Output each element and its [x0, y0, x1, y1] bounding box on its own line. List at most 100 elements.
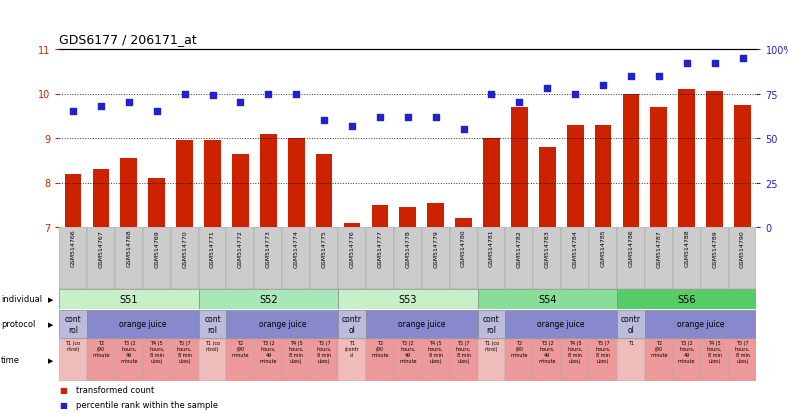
Bar — [316, 154, 333, 228]
Text: GSM514767: GSM514767 — [98, 229, 103, 267]
Text: protocol: protocol — [1, 320, 35, 329]
Text: T3 (2
hours,
49
minute: T3 (2 hours, 49 minute — [538, 340, 556, 363]
Bar — [422, 339, 450, 381]
Bar — [478, 310, 505, 339]
Bar — [338, 310, 366, 339]
Bar — [171, 228, 199, 289]
Bar — [65, 174, 81, 228]
Bar — [199, 290, 338, 309]
Text: GSM514781: GSM514781 — [489, 229, 494, 267]
Bar — [729, 228, 756, 289]
Text: GSM514779: GSM514779 — [433, 229, 438, 267]
Bar — [394, 339, 422, 381]
Bar — [204, 141, 221, 228]
Bar — [226, 228, 255, 289]
Point — [234, 100, 247, 107]
Text: S52: S52 — [259, 294, 277, 304]
Point — [708, 61, 721, 67]
Bar — [282, 339, 310, 381]
Point — [206, 93, 219, 100]
Bar — [310, 228, 338, 289]
Text: time: time — [1, 356, 20, 365]
Text: GSM514776: GSM514776 — [350, 229, 355, 267]
Text: GSM514786: GSM514786 — [629, 229, 634, 267]
Bar — [400, 207, 416, 228]
Text: GDS6177 / 206171_at: GDS6177 / 206171_at — [59, 33, 197, 46]
Text: ■: ■ — [59, 401, 67, 410]
Text: T5 (7
hours,
8 min
utes): T5 (7 hours, 8 min utes) — [456, 340, 471, 363]
Text: GSM514788: GSM514788 — [684, 229, 690, 267]
Text: GSM514766: GSM514766 — [71, 229, 76, 267]
Text: GSM514773: GSM514773 — [266, 229, 271, 267]
Text: cont
rol: cont rol — [65, 315, 81, 334]
Bar — [701, 228, 729, 289]
Bar — [87, 339, 115, 381]
Bar — [59, 310, 87, 339]
Bar — [59, 290, 199, 309]
Text: T5 (7
hours,
8 min
utes): T5 (7 hours, 8 min utes) — [735, 340, 750, 363]
Bar — [422, 228, 450, 289]
Point — [122, 100, 135, 107]
Text: T5 (7
hours,
8 min
utes): T5 (7 hours, 8 min utes) — [596, 340, 611, 363]
Bar — [589, 228, 617, 289]
Bar — [450, 339, 478, 381]
Bar — [673, 339, 701, 381]
Point — [736, 55, 749, 62]
Text: GSM514778: GSM514778 — [405, 229, 411, 267]
Text: percentile rank within the sample: percentile rank within the sample — [76, 401, 218, 410]
Text: T1 (co
ntrol): T1 (co ntrol) — [205, 340, 220, 351]
Text: T4 (5
hours,
8 min
utes): T4 (5 hours, 8 min utes) — [288, 340, 304, 363]
Bar — [533, 339, 561, 381]
Bar — [344, 223, 360, 228]
Bar — [232, 154, 249, 228]
Text: T3 (2
hours,
49
minute: T3 (2 hours, 49 minute — [678, 340, 696, 363]
Bar — [92, 170, 110, 228]
Text: GSM514775: GSM514775 — [322, 229, 326, 267]
Bar — [260, 134, 277, 228]
Text: T4 (5
hours,
8 min
utes): T4 (5 hours, 8 min utes) — [149, 340, 165, 363]
Bar — [645, 310, 756, 339]
Bar — [650, 108, 667, 228]
Bar — [734, 105, 751, 228]
Bar — [371, 205, 388, 228]
Bar — [59, 228, 87, 289]
Text: S51: S51 — [120, 294, 138, 304]
Text: GSM514770: GSM514770 — [182, 229, 187, 267]
Bar — [450, 228, 478, 289]
Point — [67, 109, 80, 115]
Text: S56: S56 — [678, 294, 696, 304]
Text: GSM514777: GSM514777 — [377, 229, 382, 267]
Bar — [539, 147, 556, 228]
Point — [290, 91, 303, 97]
Bar — [673, 228, 701, 289]
Text: T4 (5
hours,
8 min
utes): T4 (5 hours, 8 min utes) — [428, 340, 444, 363]
Bar — [561, 339, 589, 381]
Text: GSM514771: GSM514771 — [210, 229, 215, 267]
Text: T3 (2
hours,
49
minute: T3 (2 hours, 49 minute — [259, 340, 277, 363]
Bar — [199, 339, 226, 381]
Bar — [505, 310, 617, 339]
Point — [95, 103, 107, 110]
Point — [401, 114, 414, 121]
Bar — [645, 228, 673, 289]
Point — [429, 114, 442, 121]
Bar — [623, 94, 639, 228]
Text: T1 (co
ntrol): T1 (co ntrol) — [65, 340, 80, 351]
Text: GSM514774: GSM514774 — [294, 229, 299, 267]
Text: T3 (2
hours,
49
minute: T3 (2 hours, 49 minute — [120, 340, 138, 363]
Point — [151, 109, 163, 115]
Text: GSM514790: GSM514790 — [740, 229, 745, 267]
Text: GSM514782: GSM514782 — [517, 229, 522, 267]
Bar — [143, 228, 171, 289]
Bar — [338, 228, 366, 289]
Bar — [394, 228, 422, 289]
Bar — [87, 310, 199, 339]
Point — [262, 91, 274, 97]
Text: contr
ol: contr ol — [342, 315, 362, 334]
Text: ▶: ▶ — [48, 357, 54, 363]
Bar — [567, 126, 584, 228]
Point — [346, 123, 359, 130]
Point — [597, 82, 609, 89]
Text: S54: S54 — [538, 294, 556, 304]
Text: T4 (5
hours,
8 min
utes): T4 (5 hours, 8 min utes) — [567, 340, 583, 363]
